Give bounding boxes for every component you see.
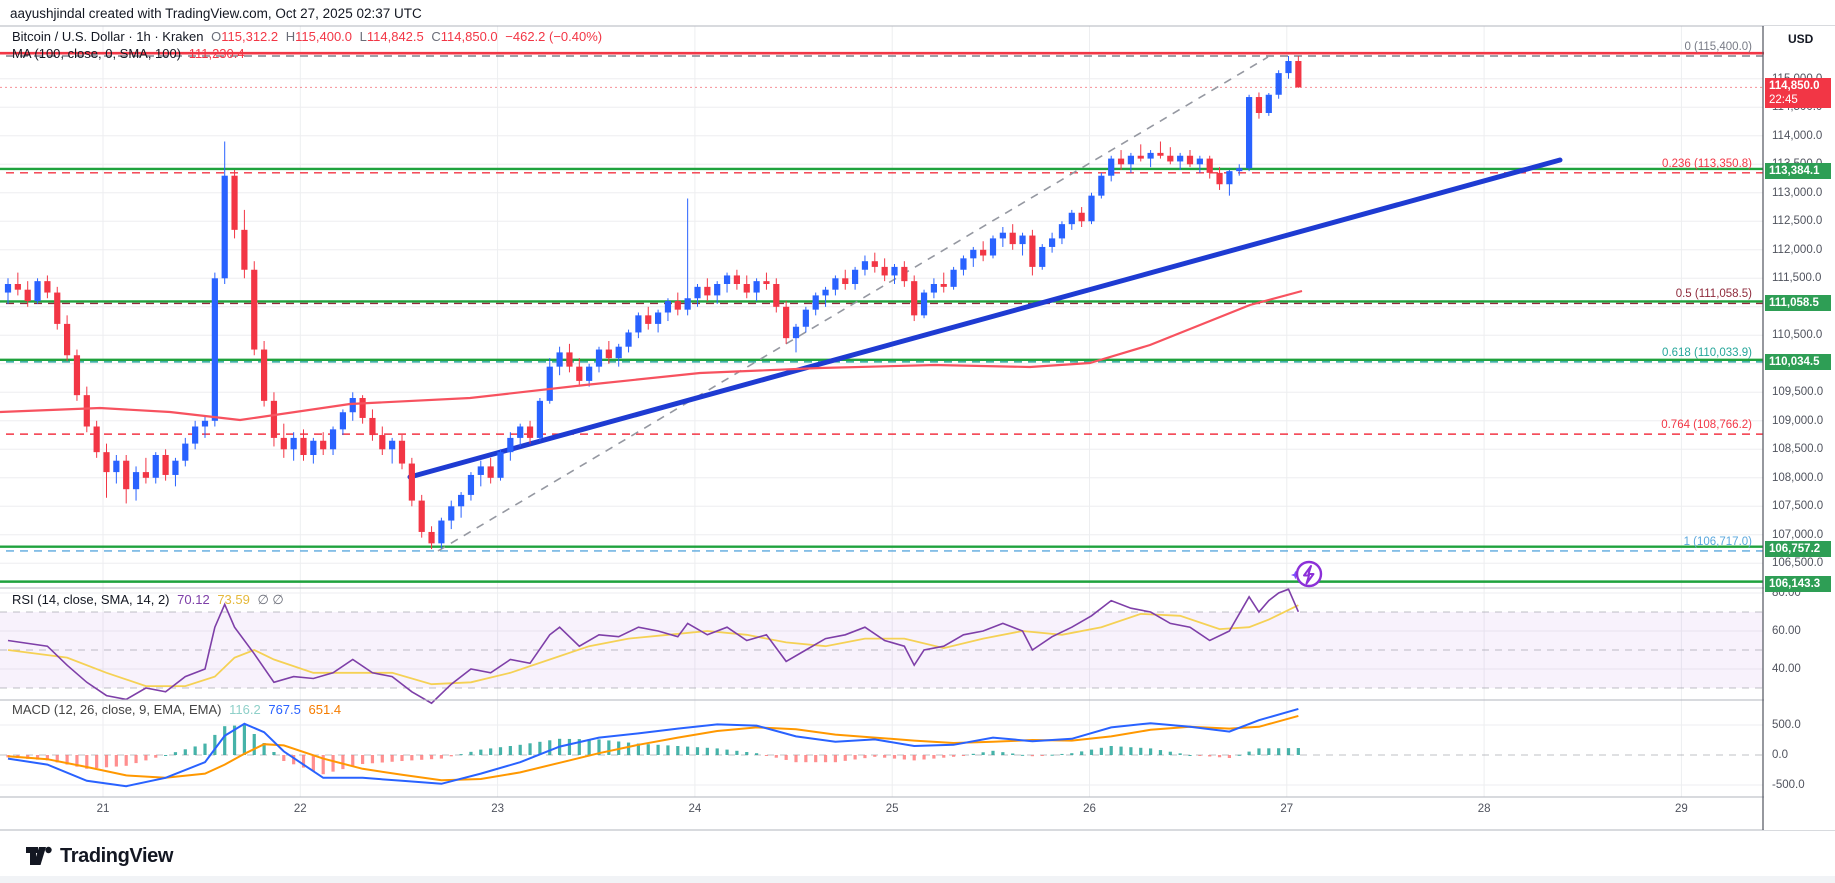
time-label: 28 <box>1477 803 1491 815</box>
ma-legend-title: MA (100, close, 0, SMA, 100) <box>12 46 182 61</box>
price-tick: 109,500.0 <box>1772 386 1824 399</box>
time-label: 27 <box>1280 803 1294 815</box>
price-tick: 112,000.0 <box>1772 243 1823 256</box>
macd-signal-value: 651.4 <box>308 702 342 717</box>
price-tick: 111,500.0 <box>1772 272 1822 285</box>
ma-legend-value: 111,230.4 <box>188 46 245 61</box>
time-label: 21 <box>96 803 110 815</box>
tradingview-wordmark: TradingView <box>60 844 174 867</box>
symbol-legend[interactable]: Bitcoin / U.S. Dollar · 1h · Kraken O115… <box>12 29 602 44</box>
ohlc-low: L114,842.5 <box>359 29 424 44</box>
price-tick: 110,500.0 <box>1772 329 1823 342</box>
macd-legend-title: MACD (12, 26, close, 9, EMA, EMA) <box>12 702 222 717</box>
footer-strip <box>0 876 1835 883</box>
price-tick: 107,000.0 <box>1772 528 1824 541</box>
macd-legend[interactable]: MACD (12, 26, close, 9, EMA, EMA) 116.2 … <box>12 702 341 717</box>
tradingview-logo[interactable]: TradingView <box>26 844 173 868</box>
macd-tick: -500.0 <box>1772 779 1805 791</box>
price-badge: 114,850.0 22:45 <box>1765 78 1831 109</box>
macd-line-value: 767.5 <box>268 702 301 717</box>
price-badge: 113,384.1 <box>1765 162 1831 179</box>
fib-label[interactable]: 0 (115,400.0) <box>1684 41 1752 53</box>
currency-label: USD <box>1788 32 1814 46</box>
time-label: 24 <box>688 803 702 815</box>
rsi-legend-title: RSI (14, close, SMA, 14, 2) <box>12 592 170 607</box>
rsi-ma-value: 73.59 <box>217 592 250 607</box>
time-label: 23 <box>491 803 504 815</box>
lightning-bolt-icon <box>1303 565 1315 585</box>
fib-label[interactable]: 0.236 (113,350.8) <box>1662 157 1752 170</box>
fib-label[interactable]: 0.618 (110,033.9) <box>1662 346 1752 359</box>
time-label: 22 <box>293 803 307 815</box>
fib-label[interactable]: 0.764 (108,766.2) <box>1661 419 1752 432</box>
price-tick: 108,000.0 <box>1772 471 1824 484</box>
macd-tick: 0.0 <box>1772 749 1788 761</box>
price-tick: 106,500.0 <box>1772 557 1824 570</box>
time-label: 26 <box>1083 803 1096 815</box>
fib-label[interactable]: 0.5 (111,058.5) <box>1675 288 1752 301</box>
event-lightning-icon[interactable] <box>1282 558 1326 597</box>
macd-hist-value: 116.2 <box>229 702 261 717</box>
price-tick: 112,500.0 <box>1772 215 1823 228</box>
price-badge: 106,143.3 <box>1765 575 1831 592</box>
price-axis[interactable]: USD 115,000.0114,500.0114,000.0113,500.0… <box>1764 26 1835 830</box>
change-value: −462.2 (−0.40%) <box>505 29 603 44</box>
ma-legend[interactable]: MA (100, close, 0, SMA, 100) 111,230.4 <box>12 46 245 61</box>
price-badge: 110,034.5 <box>1765 353 1831 370</box>
price-tick: 114,000.0 <box>1772 129 1823 142</box>
ohlc-high: H115,400.0 <box>285 29 353 44</box>
rsi-tick: 40.00 <box>1772 663 1801 675</box>
ohlc-open: O115,312.2 <box>211 29 279 44</box>
credit-line: aayushjindal created with TradingView.co… <box>10 6 422 21</box>
rsi-legend[interactable]: RSI (14, close, SMA, 14, 2) 70.12 73.59 … <box>12 592 284 608</box>
price-tick: 107,500.0 <box>1772 500 1824 513</box>
symbol-title: Bitcoin / U.S. Dollar · 1h · Kraken <box>12 29 204 44</box>
price-badge: 111,058.5 <box>1765 295 1831 312</box>
price-tick: 113,000.0 <box>1772 186 1823 199</box>
sparkle-icon <box>1291 570 1300 580</box>
ohlc-close: C114,850.0 <box>431 29 498 44</box>
rsi-extra: ∅ ∅ <box>257 592 284 607</box>
price-badge: 106,757.2 <box>1765 540 1831 557</box>
tradingview-logo-mark <box>26 846 52 865</box>
price-tick: 109,000.0 <box>1772 414 1824 427</box>
fib-label[interactable]: 1 (106,717.0) <box>1683 535 1752 548</box>
price-tick: 108,500.0 <box>1772 443 1824 456</box>
rsi-value: 70.12 <box>177 592 210 607</box>
time-label: 29 <box>1674 803 1688 815</box>
rsi-tick: 60.00 <box>1772 625 1801 637</box>
time-label: 25 <box>885 803 899 815</box>
macd-tick: 500.0 <box>1772 719 1801 731</box>
